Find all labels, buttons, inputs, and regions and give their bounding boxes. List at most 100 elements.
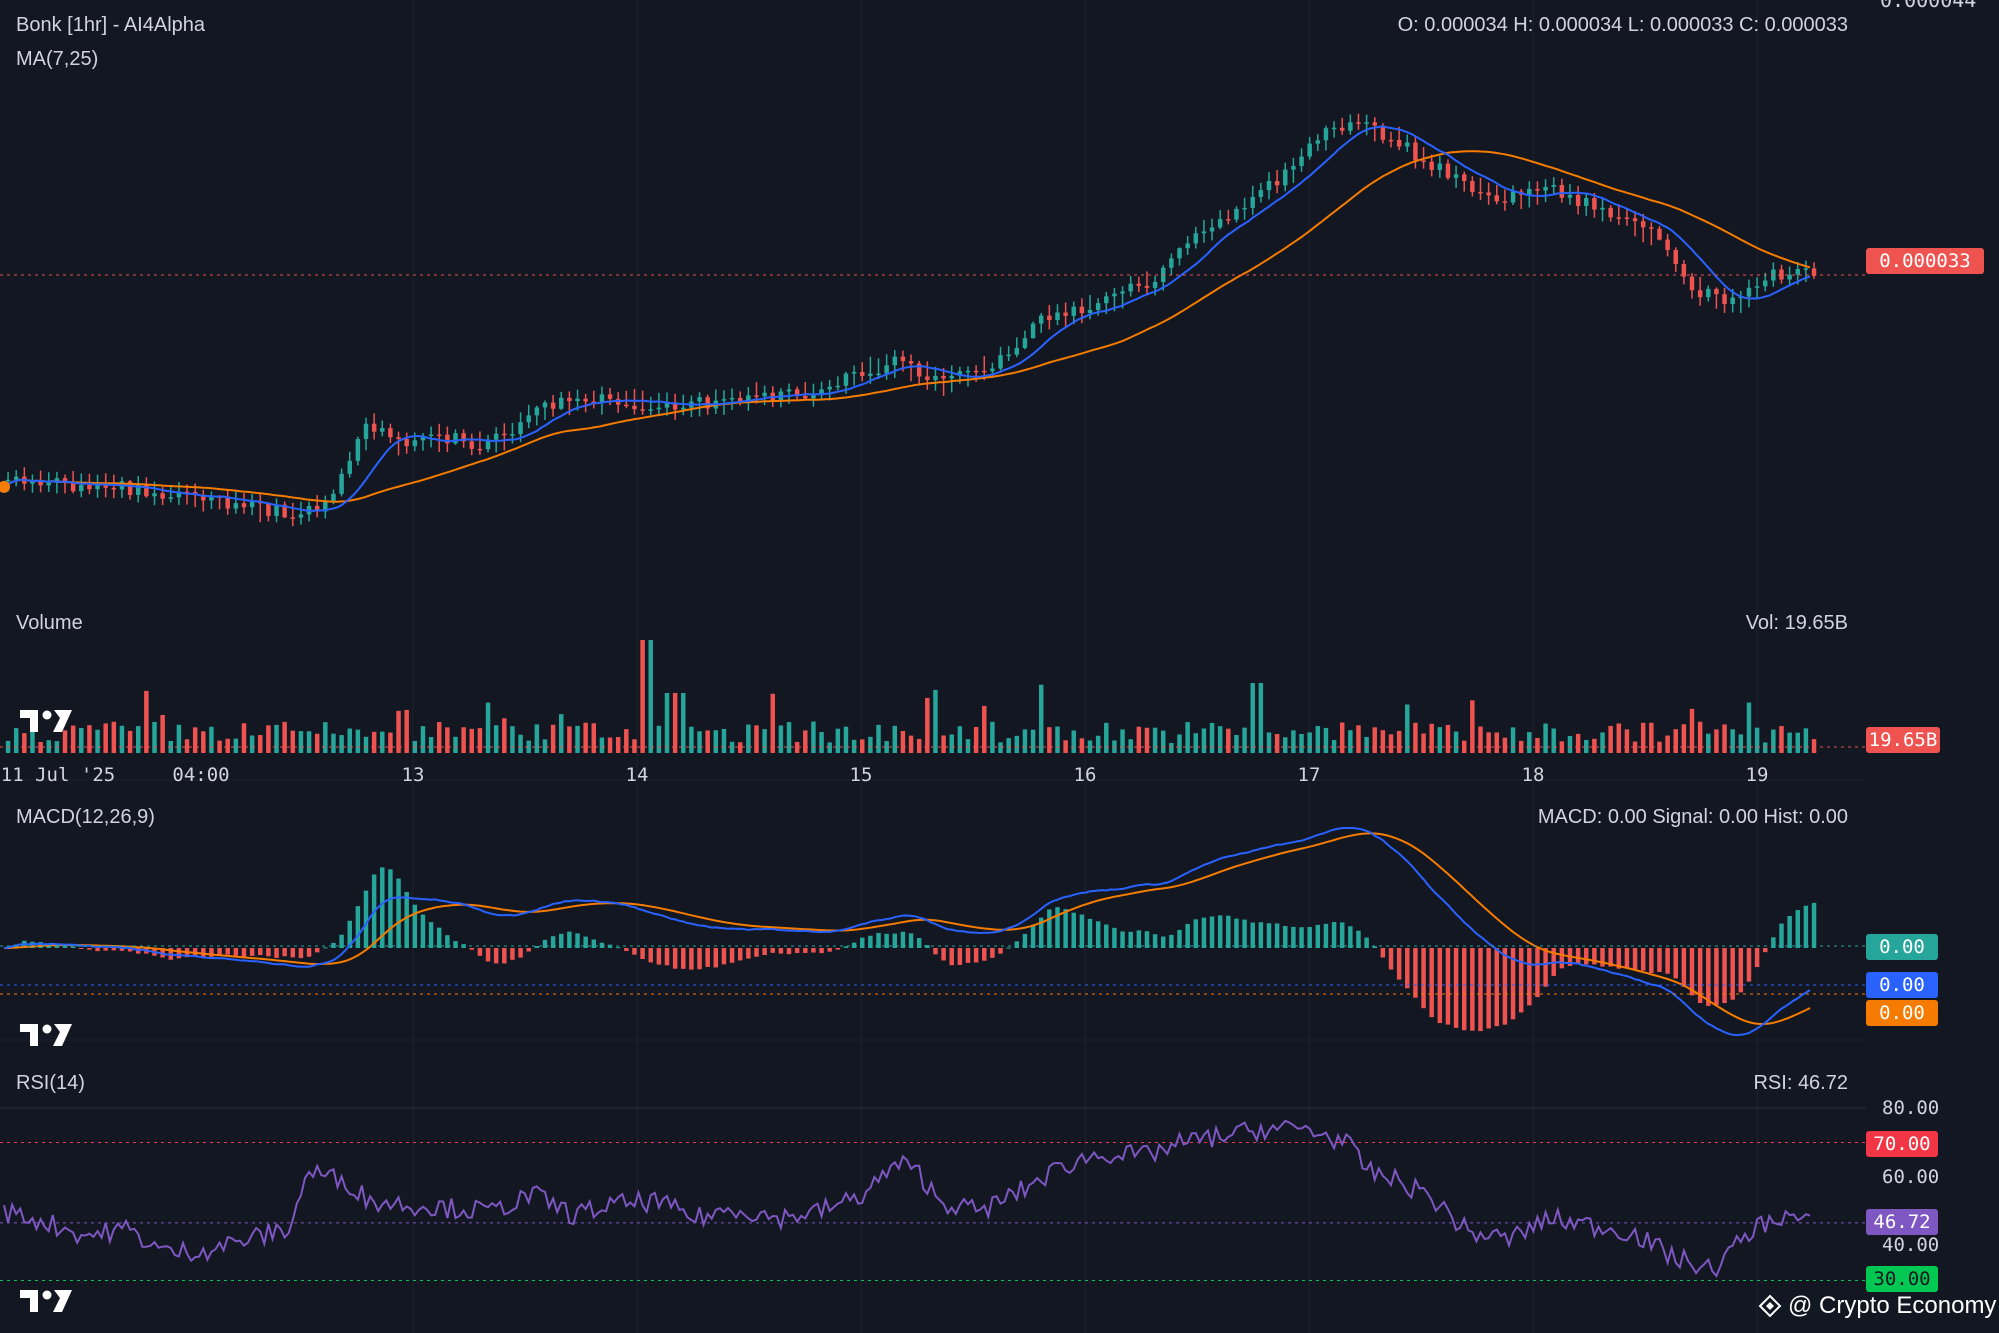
volume-bar <box>428 737 434 753</box>
macd-histogram-bar <box>1323 923 1329 948</box>
macd-histogram-bar <box>1006 947 1011 949</box>
candle-body <box>1087 310 1093 314</box>
candle-body <box>314 505 320 512</box>
candle-body <box>1559 184 1565 198</box>
volume-bar <box>396 710 401 753</box>
macd-histogram-bar <box>1665 948 1670 974</box>
volume-pane[interactable] <box>0 640 1866 753</box>
volume-bar <box>1470 700 1475 753</box>
candle-body <box>542 402 548 408</box>
candle-body <box>1038 315 1044 324</box>
candle-body <box>1095 303 1101 311</box>
macd-histogram-bar <box>916 938 922 948</box>
macd-histogram-bar <box>469 948 474 950</box>
candle-body <box>648 409 653 411</box>
candle-body <box>1120 291 1125 294</box>
volume-bar <box>990 721 995 753</box>
volume-bar <box>941 735 946 753</box>
macd-histogram-bar <box>1779 923 1784 948</box>
candle-body <box>1006 354 1011 357</box>
candle-body <box>681 407 686 410</box>
candle-body <box>583 398 588 402</box>
volume-bar <box>778 725 784 753</box>
volume-bar <box>70 725 76 753</box>
volume-bar <box>892 725 898 753</box>
price-pane[interactable] <box>0 113 1866 527</box>
candle-body <box>225 496 230 509</box>
candle-body <box>420 435 426 441</box>
macd-histogram-bar <box>298 948 304 959</box>
volume-bar <box>705 730 710 753</box>
candle-body <box>428 434 434 437</box>
macd-histogram-bar <box>1657 948 1662 973</box>
macd-pane[interactable] <box>0 827 1866 1037</box>
volume-bar <box>95 729 100 753</box>
volume-bar <box>1762 742 1768 753</box>
candle-body <box>1364 122 1369 124</box>
macd-histogram-bar <box>331 942 336 948</box>
candle-body <box>851 371 857 374</box>
macd-histogram-bar <box>1169 934 1174 948</box>
volume-bar <box>1152 727 1158 753</box>
x-tick-label: 16 <box>1073 764 1097 786</box>
volume-bar <box>1315 726 1321 753</box>
candle-body <box>1567 194 1573 198</box>
candle-body <box>1640 221 1646 228</box>
candle-body <box>1510 191 1516 203</box>
candle-body <box>1152 281 1158 288</box>
macd-histogram-bar <box>1364 937 1369 948</box>
candle-body <box>794 389 800 396</box>
macd-histogram-bar <box>1120 931 1125 948</box>
candle-body <box>1543 186 1548 191</box>
volume-bar <box>339 735 344 753</box>
volume-bar <box>1014 735 1020 753</box>
macd-histogram-bar <box>1339 922 1345 948</box>
macd-histogram-bar <box>493 948 499 964</box>
volume-bar <box>135 726 141 753</box>
macd-histogram-bar <box>794 948 800 954</box>
macd-histogram-bar <box>599 942 605 948</box>
volume-bar <box>1380 730 1386 753</box>
volume-bar <box>1047 727 1052 753</box>
volume-tag: 19.65B <box>1866 727 1940 753</box>
macd-histogram-bar <box>127 948 133 952</box>
macd-histogram-bar <box>1592 948 1597 965</box>
volume-bar <box>1616 723 1622 753</box>
candle-body <box>5 479 11 482</box>
macd-histogram-bar <box>908 933 914 948</box>
macd-histogram-bar <box>729 948 735 963</box>
macd-histogram-bar <box>1624 948 1630 969</box>
rsi-line <box>3 1119 1811 1278</box>
volume-bar <box>453 736 458 753</box>
candle-body <box>640 409 645 411</box>
macd-histogram-bar <box>737 948 743 961</box>
volume-bar <box>754 725 759 753</box>
macd-histogram-bar <box>339 934 344 948</box>
macd-histogram-bar <box>1014 941 1020 948</box>
macd-histogram-bar <box>1689 948 1695 996</box>
candle-body <box>1616 217 1622 219</box>
candle-body <box>1071 306 1076 316</box>
volume-bar <box>1771 729 1776 753</box>
candle-body <box>835 385 841 388</box>
volume-bar <box>1502 737 1508 753</box>
volume-bar <box>1307 732 1312 753</box>
rsi-oversold-tag: 30.00 <box>1866 1266 1938 1292</box>
volume-bar <box>1161 730 1166 753</box>
volume-bar <box>1689 708 1695 753</box>
macd-histogram-bar <box>1250 922 1255 948</box>
volume-bar <box>1258 683 1264 753</box>
macd-histogram-bar <box>436 927 442 948</box>
macd-histogram-bar <box>119 948 125 951</box>
rsi-pane[interactable] <box>0 1107 1866 1281</box>
macd-histogram-bar <box>982 948 987 961</box>
volume-bar <box>973 726 979 753</box>
candle-body <box>135 483 141 495</box>
volume-bar <box>575 725 580 753</box>
volume-bar <box>1543 723 1548 753</box>
candle-body <box>876 373 881 376</box>
volume-bar <box>323 722 328 753</box>
candle-body <box>274 504 279 516</box>
candle-body <box>721 399 727 401</box>
